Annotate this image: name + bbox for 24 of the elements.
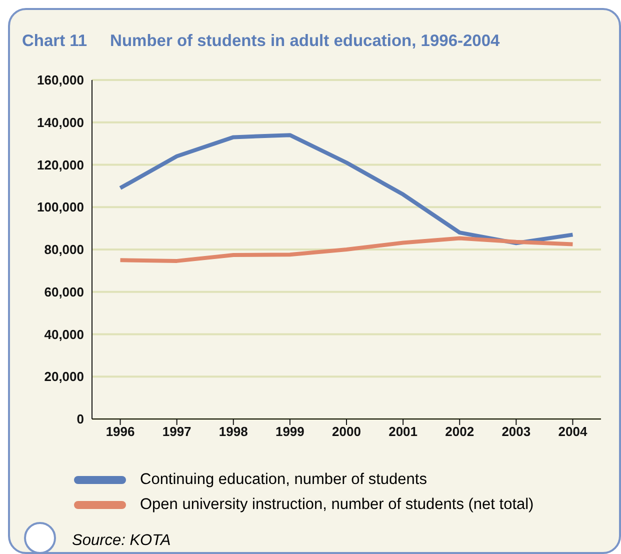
y-tick-label: 160,000 — [37, 72, 84, 88]
x-tick-label: 2002 — [445, 424, 474, 440]
y-tick-label: 60,000 — [44, 284, 84, 300]
x-tick-label: 1999 — [275, 424, 304, 440]
y-tick-label: 80,000 — [44, 242, 84, 258]
chart-title: Chart 11 Number of students in adult education, 1996-2004 — [22, 32, 500, 51]
x-tick-label: 2000 — [332, 424, 361, 440]
y-tick-label: 20,000 — [44, 369, 84, 384]
y-tick-label: 40,000 — [44, 326, 84, 342]
x-tick-label: 1996 — [106, 424, 135, 440]
x-tick-label: 1997 — [162, 424, 192, 440]
x-tick-label: 2003 — [502, 424, 531, 440]
y-tick-label: 0 — [76, 412, 84, 427]
legend-label: Open university instruction, number of students (net total) — [140, 496, 534, 514]
legend-label: Continuing education, number of students — [140, 470, 427, 488]
x-tick-label: 2001 — [388, 424, 418, 440]
line-series — [118, 236, 575, 263]
y-tick-label: 100,000 — [37, 200, 84, 215]
line-series — [118, 133, 575, 246]
y-tick-label: 140,000 — [37, 114, 84, 130]
x-tick-label: 1998 — [218, 424, 248, 440]
x-tick-label: 2004 — [558, 424, 588, 440]
source-note: Source: KOTA — [72, 532, 171, 550]
y-tick-label: 120,000 — [37, 157, 84, 172]
